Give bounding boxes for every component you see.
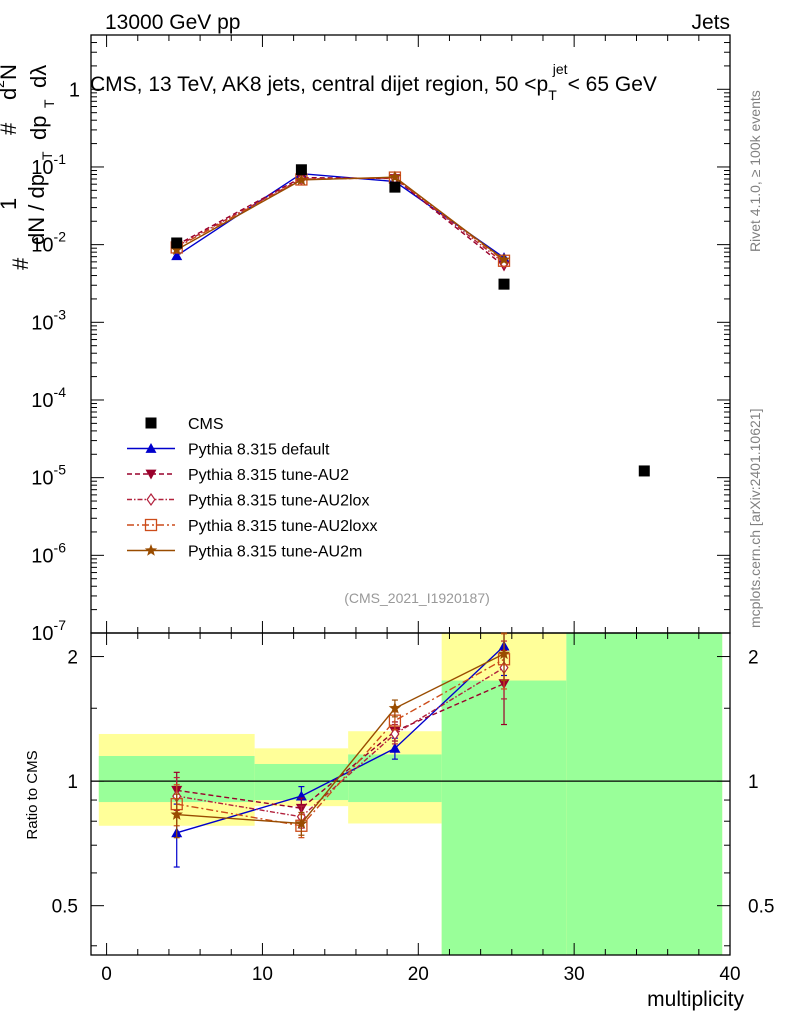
header-left: 13000 GeV pp xyxy=(105,11,240,34)
x-tick-label-0: 0 xyxy=(101,964,112,985)
y-main-tick-label-7: 1 xyxy=(69,79,80,101)
legend-item-1: Pythia 8.315 default xyxy=(127,442,330,459)
ylabel-one: 1 xyxy=(0,198,21,210)
legend: CMS Pythia 8.315 default Pythia 8.315 tune… xyxy=(127,416,377,561)
mcplots-label: mcplots.cern.ch [arXiv:2401.10621] xyxy=(747,409,763,628)
x-tick-label-40: 40 xyxy=(719,964,740,985)
cms-point-1 xyxy=(295,164,307,176)
x-tick-label-10: 10 xyxy=(252,964,273,985)
series-3-ratio-line xyxy=(176,658,505,827)
data-points xyxy=(171,164,650,477)
legend-marker-4 xyxy=(144,518,158,532)
series-4-main-point-3 xyxy=(497,253,511,265)
series-0-main-point-0 xyxy=(171,250,183,261)
main-frame xyxy=(90,34,731,634)
legend-label-5: Pythia 8.315 tune-AU2m xyxy=(188,544,362,561)
series-group xyxy=(170,168,511,868)
x-tick-label-30: 30 xyxy=(564,964,585,985)
series-4-ratio-line xyxy=(176,653,505,825)
band-inner-3 xyxy=(441,680,567,955)
legend-item-4: Pythia 8.315 tune-AU2loxx xyxy=(127,518,377,535)
header-right: Jets xyxy=(691,11,730,34)
ylabel-d: d xyxy=(0,88,21,100)
legend-item-0: CMS xyxy=(145,416,224,433)
ylabel-dn: dN / dp xyxy=(24,174,49,245)
series-2-ratio-point-2 xyxy=(390,727,400,741)
series-4 xyxy=(170,170,511,839)
legend-label-0: CMS xyxy=(188,416,224,433)
series-4-ratio-point-2 xyxy=(388,701,402,714)
chart-title: CMS, 13 TeV, AK8 jets, central dijet reg… xyxy=(90,61,657,103)
y-main-tick-label-2: 10-5 xyxy=(31,462,66,490)
ylabel-two: 2 xyxy=(0,80,7,88)
band-inner-4 xyxy=(566,633,723,955)
y-main-tick-label-1: 10-6 xyxy=(31,539,66,567)
legend-label-3: Pythia 8.315 tune-AU2lox xyxy=(188,493,369,510)
y-main-tick-label-5: 10-2 xyxy=(31,229,66,257)
x-axis-label: multiplicity xyxy=(647,988,744,1011)
legend-label-2: Pythia 8.315 tune-AU2 xyxy=(188,467,349,484)
ylabel-n: N xyxy=(0,64,21,80)
ylabel-hash-1: # xyxy=(8,257,33,270)
ylabel-dp: dp xyxy=(26,116,51,140)
ylabel-dlambda: dλ xyxy=(26,65,51,88)
cms-point-2 xyxy=(389,181,401,193)
legend-label-1: Pythia 8.315 default xyxy=(188,442,330,459)
legend-marker-5 xyxy=(144,544,158,556)
y-ratio-tick-label-left-2: 2 xyxy=(67,648,78,669)
ratio-frame xyxy=(90,632,731,956)
chart-title-end: < 65 GeV xyxy=(568,73,657,96)
y-ratio-tick-label-left-1: 1 xyxy=(67,772,78,793)
y-main-tick-label-0: 10-7 xyxy=(31,617,66,645)
ylabel-t2: T xyxy=(41,99,57,108)
ylabel-t1: T xyxy=(39,151,55,160)
series-4-main-line xyxy=(176,176,505,261)
legend-item-2: Pythia 8.315 tune-AU2 xyxy=(127,467,349,484)
y-main-tick-label-4: 10-3 xyxy=(31,306,66,334)
legend-marker-0 xyxy=(145,417,157,429)
chart-title-sub: T xyxy=(548,87,557,103)
y-ratio-tick-label-left-0: 0.5 xyxy=(52,897,78,918)
legend-marker-1 xyxy=(145,443,157,453)
x-tick-label-20: 20 xyxy=(408,964,429,985)
y-main-tick-label-3: 10-4 xyxy=(31,384,66,412)
legend-item-5: Pythia 8.315 tune-AU2m xyxy=(127,544,362,561)
legend-label-4: Pythia 8.315 tune-AU2loxx xyxy=(188,518,377,535)
series-4-main-point-1 xyxy=(295,173,308,186)
rivet-label: Rivet 4.1.0, ≥ 100k events xyxy=(747,90,763,252)
series-0-ratio-point-2 xyxy=(389,742,401,753)
y-axis-label-ratio: Ratio to CMS xyxy=(24,750,41,839)
ratio-bands xyxy=(98,633,723,955)
chart-title-main: CMS, 13 TeV, AK8 jets, central dijet reg… xyxy=(90,73,548,96)
chart-title-sup: jet xyxy=(552,61,568,77)
band-inner-2 xyxy=(348,754,442,803)
y-ratio-tick-label-right-0: 0.5 xyxy=(748,897,774,918)
cms-point-3 xyxy=(498,278,510,290)
y-ratio-tick-label-right-1: 1 xyxy=(748,772,759,793)
series-4-main-point-2 xyxy=(388,170,402,183)
series-2-ratio-line xyxy=(176,667,505,818)
legend-marker-2 xyxy=(145,469,157,480)
watermark: (CMS_2021_I1920187) xyxy=(344,590,490,606)
cms-point-4 xyxy=(638,465,650,477)
legend-marker-3 xyxy=(146,492,156,507)
series-4-ratio-point-1 xyxy=(295,816,308,829)
y-main-tick-label-6: 10-1 xyxy=(31,151,66,179)
legend-item-3: Pythia 8.315 tune-AU2lox xyxy=(127,493,369,510)
y-ratio-tick-label-right-2: 2 xyxy=(748,648,759,669)
series-0-main-line xyxy=(176,172,505,259)
series-4-ratio-point-3 xyxy=(497,647,511,660)
series-1-ratio-line xyxy=(176,683,505,809)
y-axis-label-main: # 1 dN / dp T # d 2 N dp T dλ xyxy=(0,64,57,270)
series-4-ratio-point-0 xyxy=(170,808,183,820)
series-4-main-point-0 xyxy=(170,243,183,255)
cms-point-0 xyxy=(171,237,183,249)
ylabel-hash-2: # xyxy=(0,122,21,135)
axis-ticks: 0 10 20 30 40 10-7 10-6 10-5 10-4 10-3 10-2 10-1 1 0.… xyxy=(31,34,774,985)
